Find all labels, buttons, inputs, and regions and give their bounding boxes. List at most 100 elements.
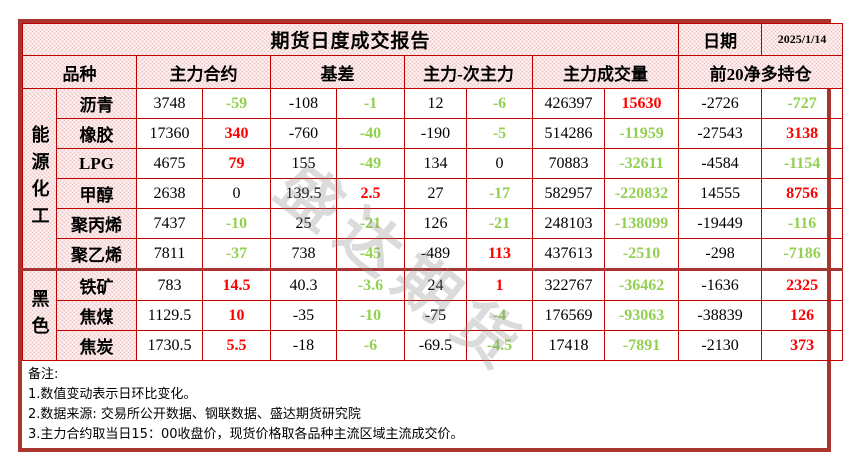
cell-text: -138099 [614, 214, 669, 232]
variety-name: LPG [56, 148, 137, 179]
cell-value: -21 [336, 208, 405, 239]
cell-text: 126 [790, 306, 815, 324]
cell-value: 1730.5 [136, 330, 203, 361]
cell-text: 12 [427, 94, 444, 112]
cell-value: -6 [336, 330, 405, 361]
cell-text: 27 [427, 184, 444, 202]
cell-value: 134 [404, 148, 467, 179]
cell-value: -4 [466, 300, 533, 331]
cell-text: 2325 [786, 276, 819, 294]
cell-value: 7811 [136, 238, 203, 270]
cell-text: -93063 [618, 306, 665, 324]
cell-value: 126 [404, 208, 467, 239]
variety-name: 铁矿 [56, 268, 137, 301]
cell-text: 8756 [786, 184, 819, 202]
note-line-header: 备注: [28, 367, 59, 382]
cell-value: -6 [466, 88, 533, 119]
cell-text: 426397 [544, 94, 593, 112]
group-label: 黑色 [22, 268, 57, 361]
cell-text: -18 [292, 336, 315, 354]
date-label: 日期 [678, 23, 763, 56]
cell-text: 1129.5 [147, 306, 192, 324]
cell-text: 4675 [153, 154, 186, 172]
cell-text: -75 [424, 306, 447, 324]
cell-value: -32611 [603, 148, 680, 179]
cell-text: -10 [225, 214, 248, 232]
cell-text: -10 [359, 306, 382, 324]
cell-text: 25 [295, 214, 312, 232]
cell-value: 3138 [761, 118, 844, 149]
cell-text: -27543 [697, 124, 743, 142]
cell-value: -19449 [678, 208, 763, 239]
cell-text: -5 [492, 124, 507, 142]
cell-value: 17360 [136, 118, 203, 149]
cell-text: -49 [359, 154, 382, 172]
col-header-basis: 基差 [270, 55, 405, 89]
cell-value: 2.5 [336, 178, 405, 209]
cell-value: 12 [404, 88, 467, 119]
cell-value: 2638 [136, 178, 203, 209]
cell-value: 15630 [603, 88, 680, 119]
cell-text: -38839 [697, 306, 743, 324]
cell-text: 0 [495, 154, 504, 172]
cell-value: 10 [202, 300, 271, 331]
cell-text: 7437 [153, 214, 186, 232]
cell-value: -59 [202, 88, 271, 119]
cell-text: 40.3 [289, 276, 318, 294]
cell-value: -190 [404, 118, 467, 149]
cell-value: -21 [466, 208, 533, 239]
cell-value: 1129.5 [136, 300, 203, 331]
note-line-2: 2.数据来源: 交易所公开数据、钢联数据、盛达期货研究院 [28, 407, 361, 422]
cell-value: 14.5 [202, 268, 271, 301]
table-body: 能源化工 沥青 3748 -59 -108 -1 12 -6 426397 15630 -2726 -… [22, 88, 844, 361]
cell-text: 1730.5 [147, 336, 192, 354]
cell-value: 322767 [532, 268, 605, 301]
cell-text: -108 [288, 94, 319, 112]
table-row: 焦炭 1730.5 5.5 -18 -6 -69.5 -4.5 17418 -7891 -2130… [23, 330, 844, 361]
cell-value: -36462 [603, 268, 680, 301]
cell-value: 17418 [532, 330, 605, 361]
cell-value: -5 [466, 118, 533, 149]
variety-name: 橡胶 [56, 118, 137, 149]
cell-value: -37 [202, 238, 271, 270]
cell-text: 113 [487, 244, 512, 262]
cell-value: -727 [761, 88, 844, 119]
variety-name: 甲醇 [56, 178, 137, 209]
cell-value: 176569 [532, 300, 605, 331]
cell-text: -489 [420, 244, 451, 262]
col-header-variety: 品种 [22, 55, 137, 89]
cell-value: 340 [202, 118, 271, 149]
table-row: LPG 4675 79 155 -49 134 0 70883 -32611 -4584 -1154 [23, 148, 844, 179]
cell-text: -21 [359, 214, 382, 232]
cell-text: -59 [225, 94, 248, 112]
cell-value: 7437 [136, 208, 203, 239]
cell-text: 176569 [544, 306, 593, 324]
cell-value: 14555 [678, 178, 763, 209]
cell-text: 3748 [153, 94, 186, 112]
cell-text: 514286 [544, 124, 593, 142]
cell-text: 783 [157, 276, 182, 294]
cell-text: 248103 [544, 214, 593, 232]
cell-text: -6 [492, 94, 507, 112]
cell-text: -760 [288, 124, 319, 142]
cell-value: -10 [202, 208, 271, 239]
cell-text: 70883 [548, 154, 589, 172]
table-row: 橡胶 17360 340 -760 -40 -190 -5 514286 -11959 -2754… [23, 118, 844, 149]
cell-text: 15630 [621, 94, 662, 112]
cell-text: -220832 [614, 184, 669, 202]
cell-text: 17360 [149, 124, 190, 142]
cell-value: -7891 [603, 330, 680, 361]
cell-value: -45 [336, 238, 405, 270]
variety-name: 沥青 [56, 88, 137, 119]
cell-value: -35 [270, 300, 337, 331]
cell-value: -3.6 [336, 268, 405, 301]
cell-text: 340 [224, 124, 249, 142]
cell-text: -3.6 [357, 276, 384, 294]
cell-text: 10 [228, 306, 245, 324]
table-row: 黑色 铁矿 783 14.5 40.3 -3.6 24 1 322767 -36462 -1636 2… [22, 268, 844, 361]
cell-value: 24 [404, 268, 467, 301]
col-header-main-volume: 主力成交量 [531, 55, 680, 89]
cell-text: -4 [492, 306, 507, 324]
cell-value: -1 [336, 88, 405, 119]
cell-value: -93063 [603, 300, 680, 331]
